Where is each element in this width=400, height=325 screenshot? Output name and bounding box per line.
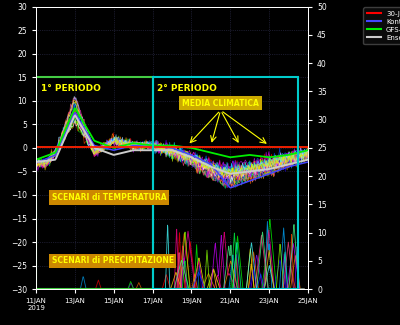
Text: 1° PERIODO: 1° PERIODO xyxy=(41,84,101,93)
Text: SCENARI di PRECIPITAZIONE: SCENARI di PRECIPITAZIONE xyxy=(52,256,174,266)
Legend: 30-Jahres-Mittel, Kontroll-Lauf, GFS-Hauptlauf, Ensemble-Mittel: 30-Jahres-Mittel, Kontroll-Lauf, GFS-Hau… xyxy=(363,7,400,44)
Bar xyxy=(36,77,152,289)
Text: MEDIA CLIMATICA: MEDIA CLIMATICA xyxy=(182,98,259,108)
Text: 2° PERIODO: 2° PERIODO xyxy=(158,84,217,93)
Text: SCENARI di TEMPERATURA: SCENARI di TEMPERATURA xyxy=(52,193,166,202)
Bar xyxy=(152,77,298,289)
